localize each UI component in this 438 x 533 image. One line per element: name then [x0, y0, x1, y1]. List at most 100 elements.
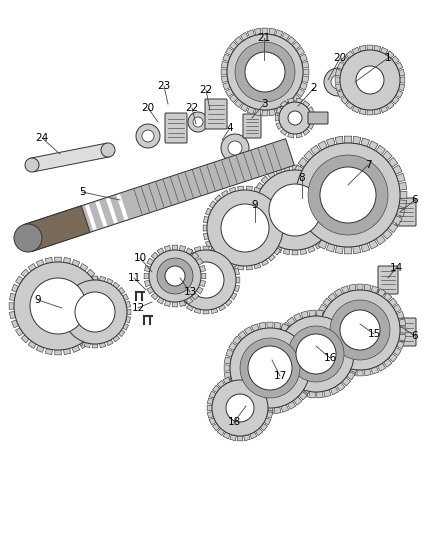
Polygon shape: [311, 145, 320, 155]
Polygon shape: [60, 317, 64, 323]
Polygon shape: [378, 363, 386, 372]
Polygon shape: [147, 287, 154, 294]
Polygon shape: [319, 304, 327, 312]
Polygon shape: [92, 276, 98, 280]
Polygon shape: [282, 233, 286, 240]
Polygon shape: [223, 54, 230, 61]
Polygon shape: [223, 432, 230, 439]
Polygon shape: [126, 301, 131, 308]
Polygon shape: [247, 30, 254, 37]
Polygon shape: [255, 381, 263, 388]
Polygon shape: [353, 246, 361, 254]
Polygon shape: [334, 215, 339, 222]
Polygon shape: [346, 102, 353, 109]
Polygon shape: [77, 340, 83, 345]
Polygon shape: [279, 241, 285, 248]
Polygon shape: [264, 391, 271, 398]
Polygon shape: [389, 353, 397, 362]
Polygon shape: [211, 246, 218, 252]
Polygon shape: [65, 287, 72, 294]
Polygon shape: [172, 302, 178, 307]
Polygon shape: [294, 216, 303, 225]
Polygon shape: [59, 309, 63, 315]
Polygon shape: [301, 311, 308, 318]
Polygon shape: [299, 336, 307, 344]
Polygon shape: [276, 123, 282, 130]
Polygon shape: [84, 343, 90, 348]
Circle shape: [240, 338, 300, 398]
Circle shape: [25, 158, 39, 172]
Polygon shape: [281, 377, 290, 386]
Polygon shape: [335, 207, 340, 213]
Polygon shape: [334, 363, 343, 372]
Polygon shape: [293, 331, 302, 339]
Polygon shape: [374, 45, 381, 52]
Polygon shape: [64, 257, 71, 263]
Circle shape: [340, 310, 380, 350]
Polygon shape: [303, 385, 311, 394]
Polygon shape: [309, 391, 315, 398]
Polygon shape: [280, 101, 287, 107]
Polygon shape: [276, 107, 282, 114]
Polygon shape: [297, 88, 304, 96]
Polygon shape: [274, 322, 281, 329]
Circle shape: [248, 346, 292, 390]
Polygon shape: [293, 386, 302, 395]
Polygon shape: [113, 335, 120, 342]
Polygon shape: [234, 36, 243, 45]
Polygon shape: [221, 76, 228, 83]
Polygon shape: [100, 312, 106, 319]
Polygon shape: [226, 379, 233, 387]
Polygon shape: [269, 109, 276, 116]
Polygon shape: [300, 54, 307, 61]
Polygon shape: [217, 381, 225, 388]
Polygon shape: [300, 165, 307, 172]
Polygon shape: [364, 369, 371, 376]
Polygon shape: [144, 273, 149, 279]
Circle shape: [136, 124, 160, 148]
Polygon shape: [296, 133, 303, 138]
Polygon shape: [55, 257, 61, 262]
Circle shape: [245, 52, 285, 92]
Polygon shape: [251, 198, 256, 205]
Polygon shape: [261, 260, 268, 266]
Polygon shape: [381, 106, 388, 113]
Polygon shape: [353, 343, 360, 350]
Polygon shape: [268, 171, 275, 179]
Polygon shape: [393, 304, 401, 312]
FancyBboxPatch shape: [165, 113, 187, 143]
Polygon shape: [308, 167, 315, 174]
Polygon shape: [396, 91, 403, 98]
FancyBboxPatch shape: [205, 99, 227, 129]
Polygon shape: [230, 434, 236, 441]
Circle shape: [340, 50, 400, 110]
Polygon shape: [229, 263, 236, 269]
Polygon shape: [302, 61, 309, 68]
Polygon shape: [299, 392, 307, 400]
Text: 6: 6: [412, 195, 418, 205]
Polygon shape: [224, 372, 231, 379]
Polygon shape: [364, 284, 371, 291]
Polygon shape: [261, 190, 268, 197]
Text: 10: 10: [134, 253, 147, 263]
Polygon shape: [95, 201, 107, 227]
Polygon shape: [304, 229, 314, 239]
Circle shape: [63, 280, 127, 344]
Polygon shape: [283, 248, 290, 255]
Circle shape: [308, 155, 388, 235]
Polygon shape: [100, 343, 106, 348]
Polygon shape: [61, 294, 67, 301]
Text: 20: 20: [333, 53, 346, 63]
Polygon shape: [272, 358, 279, 365]
Polygon shape: [247, 107, 254, 114]
Polygon shape: [342, 377, 350, 386]
Polygon shape: [145, 265, 151, 272]
Polygon shape: [371, 367, 379, 374]
Polygon shape: [45, 349, 53, 354]
Polygon shape: [308, 107, 314, 114]
Polygon shape: [60, 301, 64, 308]
Polygon shape: [341, 96, 348, 104]
Polygon shape: [219, 304, 226, 311]
Text: 15: 15: [367, 329, 381, 339]
Polygon shape: [196, 287, 203, 294]
